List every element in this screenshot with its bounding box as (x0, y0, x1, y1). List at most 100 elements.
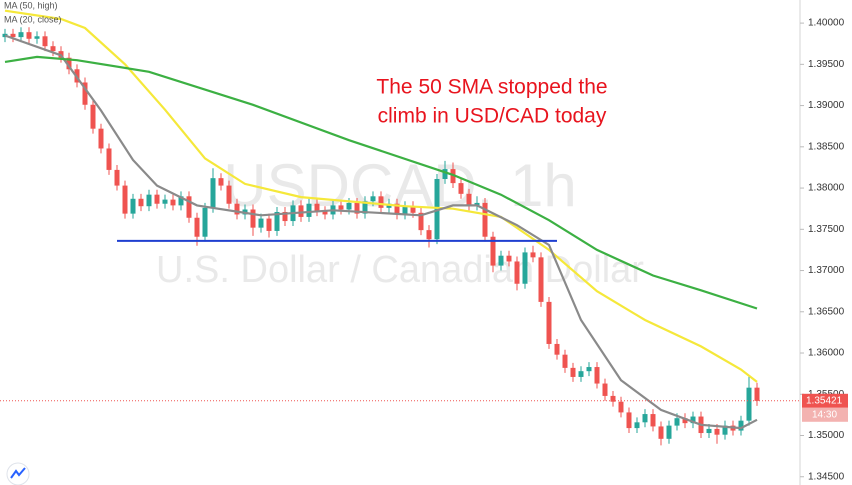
candle-body (682, 418, 688, 424)
candle-body (106, 148, 112, 170)
candle-body (322, 211, 328, 215)
candle-body (706, 428, 712, 434)
candle-body (2, 33, 8, 38)
candle-body (474, 202, 480, 206)
annotation: climb in USD/CAD today (378, 105, 607, 128)
candle-body (210, 178, 216, 208)
candle-body (498, 255, 504, 266)
y-tick-label: 1.38000 (808, 183, 845, 194)
last-price-label: 1.35421 (806, 395, 843, 406)
candle-body (434, 178, 440, 240)
candle-body (402, 206, 408, 215)
y-tick-label: 1.38500 (808, 141, 845, 152)
candle-body (202, 207, 208, 237)
annotation: The 50 SMA stopped the (376, 76, 607, 99)
y-tick-label: 1.37500 (808, 224, 845, 235)
last-time-box (802, 407, 848, 422)
legend-entry: MA (50, high) (4, 0, 58, 10)
y-tick-label: 1.40000 (808, 18, 845, 29)
candle-body (250, 209, 256, 228)
candle-body (394, 203, 400, 215)
candle-body (618, 401, 624, 413)
y-tick-label: 1.36500 (808, 306, 845, 317)
candle-body (162, 199, 168, 204)
candle-body (690, 416, 696, 424)
candle-body (170, 199, 176, 206)
candle-body (594, 367, 600, 384)
candle-body (746, 387, 752, 421)
moving-average (4, 34, 758, 430)
candle-body (658, 426, 664, 439)
candle-body (306, 203, 312, 217)
candle-body (194, 217, 200, 237)
candle-body (546, 301, 552, 344)
candle-body (722, 425, 728, 435)
y-tick-label: 1.37000 (808, 265, 845, 276)
candle-body (626, 412, 632, 429)
candle-body (578, 371, 584, 377)
candle-body (122, 185, 128, 214)
candle-body (378, 196, 384, 208)
candle-body (602, 383, 608, 396)
candle-body (530, 252, 536, 258)
y-tick-label: 1.39000 (808, 100, 845, 111)
watermark-description: U.S. Dollar / Canadian Dollar (156, 249, 644, 291)
candle-body (370, 196, 376, 202)
candle-body (338, 205, 344, 210)
candle-body (178, 196, 184, 206)
candle-body (754, 387, 760, 401)
candle-body (490, 236, 496, 266)
candle-body (562, 354, 568, 368)
candle-body (482, 202, 488, 237)
candle-body (442, 169, 448, 179)
candle-body (538, 257, 544, 302)
y-tick-label: 1.39500 (808, 59, 845, 70)
candle-body (298, 205, 304, 217)
y-tick-label: 1.36000 (808, 348, 845, 359)
candle-body (634, 422, 640, 429)
moving-average (4, 55, 758, 310)
candle-body (98, 128, 104, 149)
candle-body (218, 178, 224, 186)
candle-body (234, 203, 240, 215)
candle-body (714, 428, 720, 435)
last-price-box (802, 393, 848, 408)
candle-body (362, 201, 368, 214)
candle-body (514, 261, 520, 284)
candle-body (418, 212, 424, 231)
candle-body (282, 211, 288, 222)
candle-body (130, 198, 136, 214)
candle-body (450, 169, 456, 184)
candle-body (266, 218, 272, 231)
candle-body (42, 36, 48, 47)
candle-body (426, 230, 432, 240)
candle-body (138, 198, 144, 207)
candle-body (146, 194, 152, 207)
candle-body (226, 185, 232, 204)
candle-body (314, 203, 320, 212)
candle-body (522, 252, 528, 284)
candle-body (346, 202, 352, 210)
candle-body (666, 425, 672, 439)
watermark-symbol: USDCAD, 1h (223, 152, 576, 219)
candle-body (554, 343, 560, 355)
candle-body (650, 414, 656, 427)
candle-body (274, 211, 280, 231)
last-time-label: 14:30 (812, 409, 837, 420)
candle-body (18, 32, 24, 38)
plot (2, 9, 760, 446)
moving-average (4, 9, 758, 383)
candle-body (154, 194, 160, 204)
candle-body (82, 82, 88, 105)
candle-body (50, 46, 56, 52)
y-tick-label: 1.34500 (808, 471, 845, 482)
legend-entry: MA (20, close) (4, 14, 62, 24)
candle-body (506, 255, 512, 262)
candle-body (114, 169, 120, 186)
candle-body (738, 420, 744, 431)
candle-body (674, 418, 680, 426)
candle-body (26, 32, 32, 39)
candle-body (610, 395, 616, 402)
logo (6, 462, 30, 485)
